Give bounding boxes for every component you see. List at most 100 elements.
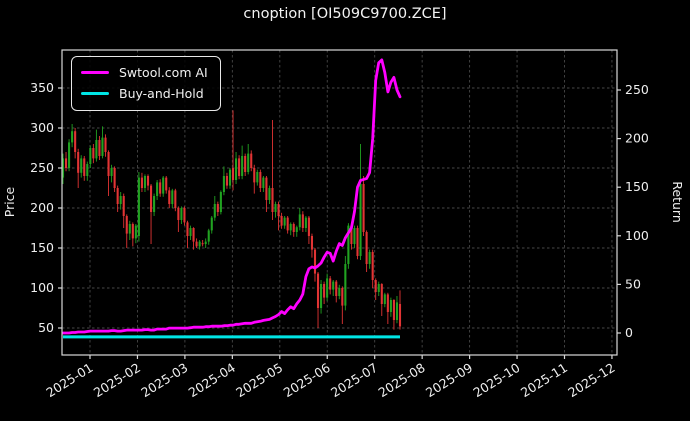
price-tick-label: 350 [30, 80, 54, 95]
candle-body [189, 228, 192, 236]
candle-body [262, 177, 265, 188]
candle-body [222, 176, 225, 192]
candle-body [125, 216, 128, 234]
candle-body [216, 204, 219, 212]
candle-body [332, 281, 335, 290]
candle-body [122, 196, 125, 216]
candle-body [104, 137, 107, 152]
candle-body [74, 131, 77, 152]
candle-body [219, 192, 222, 212]
candle-body [140, 177, 143, 188]
candle-body [341, 288, 344, 306]
candle-body [165, 177, 168, 191]
candle-body [177, 208, 180, 220]
price-tick-label: 250 [30, 160, 54, 175]
price-tick-label: 100 [30, 280, 54, 295]
candle-body [80, 158, 83, 173]
candle-body [231, 168, 235, 180]
date-tick-label: 2025-05 [233, 360, 285, 400]
price-tick-label: 300 [30, 120, 54, 135]
candle-body [313, 249, 317, 274]
candle-body [131, 224, 134, 239]
price-tick-label: 50 [38, 320, 54, 335]
candle-body [128, 224, 131, 234]
candle-body [274, 204, 277, 212]
candle-body [241, 156, 244, 176]
date-tick-label: 2025-01 [43, 360, 95, 400]
return-tick-label: 50 [625, 276, 641, 291]
candle-body [95, 140, 98, 159]
candle-body [253, 168, 256, 183]
return-tick-label: 200 [625, 131, 649, 146]
candle-body [98, 140, 101, 156]
candle-body [238, 158, 241, 176]
return-tick-label: 100 [625, 228, 649, 243]
candle-body [256, 172, 259, 183]
candle-body [89, 148, 92, 164]
return-tick-label: 250 [625, 82, 649, 97]
legend: Swtool.com AI Buy-and-Hold [71, 56, 221, 111]
candle-body [235, 158, 238, 180]
candle-body [301, 214, 304, 228]
candle-body [395, 302, 399, 320]
candle-body [265, 177, 268, 200]
candle-body [71, 131, 74, 143]
candle-body [68, 142, 71, 168]
candle-body [171, 190, 174, 204]
candle-body [338, 288, 341, 296]
candle-body [146, 176, 150, 186]
date-tick-label: 2025-12 [565, 360, 617, 400]
candle-body [77, 152, 80, 173]
return-tick-label: 0 [625, 325, 633, 340]
candle-body [186, 222, 189, 236]
candle-body [159, 182, 162, 194]
candle-body [101, 137, 104, 156]
date-tick-label: 2025-04 [186, 360, 238, 400]
candle-body [316, 273, 320, 308]
candle-body [83, 158, 86, 176]
candle-body [183, 208, 186, 223]
date-tick-label: 2025-10 [470, 360, 522, 400]
candle-body [92, 148, 95, 159]
candle-body [225, 176, 228, 186]
candle-body [350, 225, 353, 244]
candle-body [283, 217, 286, 226]
candle-body [113, 168, 116, 188]
candle-body [268, 188, 271, 200]
candle-body [116, 188, 119, 204]
candle-body [110, 168, 113, 176]
candle-body [153, 196, 156, 212]
candle-body [198, 241, 201, 247]
candle-body [374, 280, 377, 292]
candle-body [389, 300, 392, 312]
candle-body [310, 236, 314, 250]
candle-body [259, 172, 262, 188]
candle-body [107, 152, 110, 176]
candle-body [356, 228, 359, 256]
candle-body [143, 176, 147, 188]
candle-body [204, 241, 207, 244]
date-tick-label: 2025-03 [138, 360, 190, 400]
ai-return-line [61, 58, 402, 335]
candle-body [210, 217, 213, 231]
candle-body [304, 217, 307, 228]
date-tick-label: 2025-09 [423, 360, 475, 400]
legend-item-bh: Buy-and-Hold [81, 83, 208, 104]
candle-body [137, 177, 140, 236]
candle-body [323, 284, 326, 298]
candle-body [201, 243, 204, 245]
candle-body [347, 225, 350, 264]
ai-line-swatch [81, 70, 109, 75]
date-tick-label: 2025-08 [375, 360, 427, 400]
candle-body [326, 278, 329, 298]
ai-line-label: Swtool.com AI [119, 65, 208, 80]
price-tick-label: 150 [30, 240, 54, 255]
candle-body [344, 264, 347, 306]
candle-body [362, 184, 365, 232]
date-tick-label: 2025-02 [91, 360, 143, 400]
candle-body [307, 217, 310, 236]
candle-body [335, 281, 338, 296]
candle-body [329, 278, 332, 290]
